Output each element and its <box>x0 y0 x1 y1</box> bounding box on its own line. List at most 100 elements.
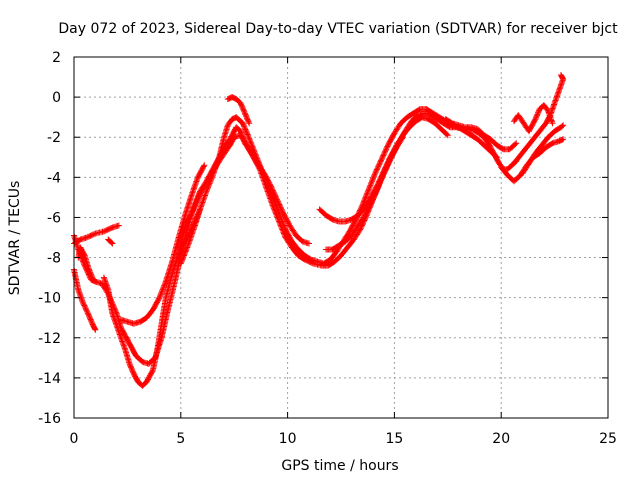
data-point <box>173 283 175 285</box>
data-point <box>129 363 130 365</box>
data-point <box>195 218 197 220</box>
y-tick-label: -10 <box>38 291 61 307</box>
data-point <box>308 243 310 244</box>
data-point <box>118 331 120 333</box>
data-point <box>184 214 186 216</box>
series-10 <box>323 134 406 253</box>
series-15 <box>511 102 556 135</box>
data-point <box>470 126 472 128</box>
data-point <box>141 385 143 387</box>
data-point <box>302 241 304 242</box>
data-point <box>545 122 547 124</box>
data-point <box>133 373 135 375</box>
data-point <box>229 144 231 146</box>
data-point <box>547 136 549 138</box>
data-point <box>323 263 325 265</box>
data-point <box>425 108 427 110</box>
data-point <box>259 164 261 166</box>
data-point <box>438 116 440 118</box>
x-tick-label: 5 <box>176 431 185 447</box>
x-tick-label: 15 <box>385 431 403 447</box>
data-point <box>545 146 547 148</box>
data-point <box>223 138 224 140</box>
series-markers <box>100 110 520 389</box>
data-point <box>77 289 79 291</box>
data-point <box>428 118 430 120</box>
data-point <box>502 148 504 150</box>
data-point <box>240 130 242 132</box>
data-point <box>338 221 340 222</box>
data-point <box>547 110 549 112</box>
y-tick-label: -2 <box>47 130 61 146</box>
data-point <box>199 192 201 194</box>
data-point <box>101 283 103 285</box>
data-point <box>240 134 242 136</box>
data-point <box>297 255 299 257</box>
data-point <box>124 349 126 351</box>
data-point <box>133 323 135 325</box>
data-point <box>558 140 560 142</box>
data-point <box>483 144 485 146</box>
data-point <box>490 150 491 152</box>
data-point <box>406 116 408 118</box>
data-point <box>94 233 96 234</box>
data-point <box>327 265 329 267</box>
data-point <box>82 301 83 303</box>
data-series <box>71 72 567 389</box>
data-point <box>131 347 133 349</box>
data-point <box>231 96 233 98</box>
data-point <box>248 122 250 124</box>
data-point <box>374 172 376 174</box>
data-point <box>203 164 205 166</box>
data-point <box>393 132 395 134</box>
x-tick-label: 25 <box>599 431 617 447</box>
y-tick-label: -4 <box>47 170 61 186</box>
data-point <box>560 74 562 76</box>
data-point <box>141 361 143 363</box>
data-point <box>182 235 184 236</box>
data-point <box>562 78 564 80</box>
data-point <box>103 231 105 232</box>
data-point <box>139 321 141 323</box>
y-tick-label: -12 <box>38 331 61 347</box>
data-point <box>107 239 109 240</box>
data-point <box>227 98 229 100</box>
data-point <box>120 327 122 329</box>
data-point <box>357 214 359 216</box>
data-point <box>137 381 139 383</box>
data-point <box>513 162 515 164</box>
data-point <box>191 194 192 196</box>
data-point <box>332 249 333 250</box>
data-point <box>558 90 560 92</box>
data-point <box>517 114 519 116</box>
data-point <box>340 255 342 257</box>
data-point <box>319 208 321 210</box>
data-point <box>560 126 562 128</box>
data-point <box>158 297 160 299</box>
x-axis-label: GPS time / hours <box>281 458 398 474</box>
data-point <box>421 116 423 118</box>
x-tick-label: 20 <box>492 431 510 447</box>
data-point <box>295 235 297 236</box>
data-point <box>86 237 88 238</box>
data-point <box>562 138 564 140</box>
data-point <box>118 225 120 226</box>
data-point <box>186 221 188 222</box>
data-point <box>509 148 511 150</box>
data-point <box>146 317 148 319</box>
data-point <box>519 154 521 156</box>
data-point <box>351 218 353 220</box>
data-point <box>445 118 447 120</box>
data-point <box>193 208 195 210</box>
data-point <box>297 249 299 250</box>
data-point <box>436 118 438 120</box>
data-point <box>400 122 402 124</box>
series-markers <box>71 124 312 367</box>
series-2 <box>71 266 99 333</box>
data-point <box>103 277 105 279</box>
data-point <box>554 130 556 132</box>
data-point <box>477 128 479 130</box>
data-point <box>135 355 137 357</box>
data-point <box>272 204 274 206</box>
